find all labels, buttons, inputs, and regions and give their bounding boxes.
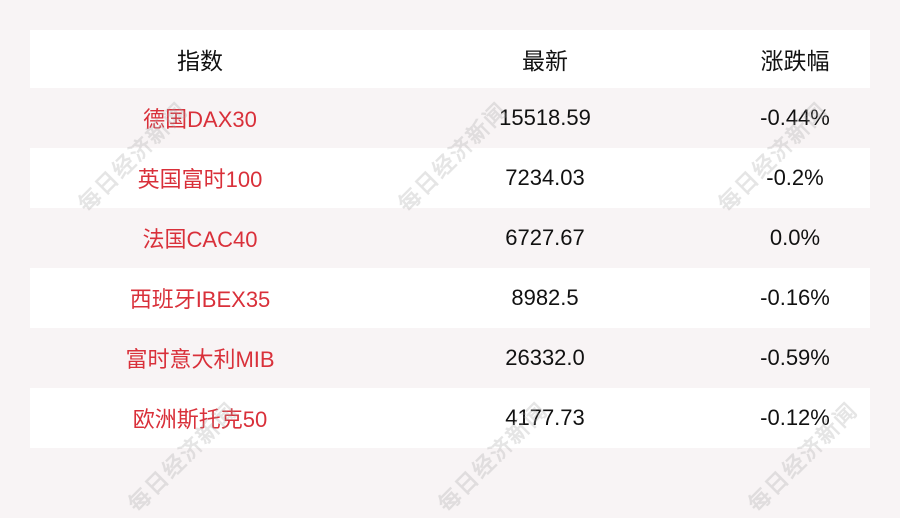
- change-percent: -0.59%: [760, 345, 830, 370]
- table-row: 法国CAC40 6727.67 0.0%: [30, 208, 870, 268]
- latest-value: 26332.0: [505, 345, 585, 370]
- index-name: 西班牙IBEX35: [129, 287, 271, 312]
- latest-value: 8982.5: [511, 285, 579, 310]
- table-row: 英国富时100 7234.03 -0.2%: [30, 148, 870, 208]
- latest-value: 6727.67: [505, 225, 585, 250]
- table-row: 德国DAX30 15518.59 -0.44%: [30, 88, 870, 148]
- latest-value: 4177.73: [505, 405, 585, 430]
- index-name: 英国富时100: [137, 167, 263, 192]
- latest-value: 7234.03: [505, 165, 585, 190]
- latest-value: 15518.59: [499, 105, 591, 130]
- change-percent: -0.16%: [760, 285, 830, 310]
- change-percent: 0.0%: [769, 225, 821, 250]
- change-percent: -0.44%: [760, 105, 830, 130]
- index-table: 指数 最新 涨跌幅 德国DAX30 15518.59 -0.44% 英国富时100 72…: [30, 30, 870, 448]
- index-name: 富时意大利MIB: [125, 347, 275, 372]
- table-row: 欧洲斯托克50 4177.73 -0.12%: [30, 388, 870, 448]
- table-row: 富时意大利MIB 26332.0 -0.59%: [30, 328, 870, 388]
- header-latest: 最新: [522, 48, 568, 74]
- index-name: 德国DAX30: [143, 107, 257, 132]
- table-header: 指数 最新 涨跌幅: [30, 30, 870, 88]
- table-row: 西班牙IBEX35 8982.5 -0.16%: [30, 268, 870, 328]
- change-percent: -0.2%: [766, 165, 824, 190]
- header-change: 涨跌幅: [760, 48, 830, 74]
- index-name: 欧洲斯托克50: [132, 407, 268, 432]
- change-percent: -0.12%: [760, 405, 830, 430]
- index-name: 法国CAC40: [142, 227, 258, 252]
- header-index: 指数: [177, 48, 223, 74]
